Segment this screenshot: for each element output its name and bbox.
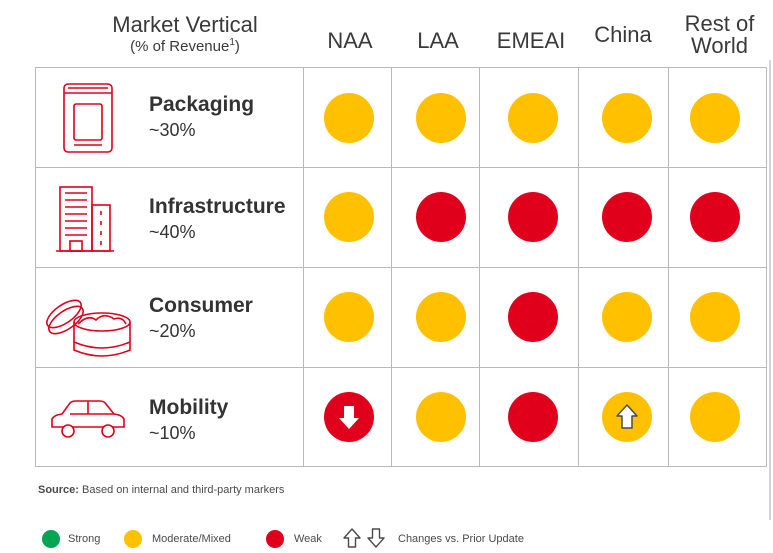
row-divider <box>35 367 767 368</box>
row-divider <box>35 167 767 168</box>
vertical-consumer: Consumer ~20% <box>149 294 253 342</box>
legend-weak-label: Weak <box>294 533 322 545</box>
rating-dot-consumer-laa <box>416 292 466 342</box>
row-divider <box>35 267 767 268</box>
vertical-name: Consumer <box>149 294 253 317</box>
column-divider <box>303 67 304 467</box>
rating-dot-infrastructure-emeai <box>508 192 558 242</box>
table-border <box>35 67 36 467</box>
header-market-vertical: Market Vertical (% of Revenue1) <box>60 14 310 56</box>
arrow-down-icon <box>339 406 359 429</box>
rating-dot-consumer-naa <box>324 292 374 342</box>
vertical-revenue-share: ~30% <box>149 120 196 140</box>
vertical-revenue-share: ~10% <box>149 423 196 443</box>
rating-dot-consumer-rest-of-world <box>690 292 740 342</box>
vertical-revenue-share: ~40% <box>149 222 196 242</box>
cosmetic-jar-icon <box>46 299 131 357</box>
market-vertical-title: Market Vertical <box>112 12 258 37</box>
packaging-pouch-icon <box>63 83 113 153</box>
header-emeai: EMEAI <box>496 28 566 53</box>
source-note: Source: Based on internal and third-part… <box>38 484 284 496</box>
vertical-name: Infrastructure <box>149 195 286 218</box>
rating-dot-consumer-china <box>602 292 652 342</box>
column-divider <box>391 67 392 467</box>
table-border <box>766 67 767 467</box>
vertical-region-table <box>35 67 767 467</box>
rating-dot-mobility-emeai <box>508 392 558 442</box>
table-border <box>35 67 767 68</box>
vertical-packaging: Packaging ~30% <box>149 93 254 141</box>
legend-weak-dot <box>266 530 284 548</box>
vertical-infrastructure: Infrastructure ~40% <box>149 195 286 243</box>
vertical-name: Mobility <box>149 396 229 419</box>
building-icon <box>56 186 114 252</box>
table-border <box>35 466 767 467</box>
rating-dot-infrastructure-naa <box>324 192 374 242</box>
rating-dot-infrastructure-china <box>602 192 652 242</box>
legend-strong-dot <box>42 530 60 548</box>
header-china: China <box>594 22 652 47</box>
rating-dot-packaging-laa <box>416 93 466 143</box>
rating-dot-packaging-china <box>602 93 652 143</box>
car-icon <box>51 400 125 438</box>
rating-dot-packaging-rest-of-world <box>690 93 740 143</box>
column-divider <box>578 67 579 467</box>
rating-dot-consumer-emeai <box>508 292 558 342</box>
source-label: Source: <box>38 484 79 496</box>
legend-moderate-label: Moderate/Mixed <box>152 533 231 545</box>
page-edge <box>769 60 771 520</box>
vertical-name: Packaging <box>149 93 255 116</box>
legend-moderate-dot <box>124 530 142 548</box>
vertical-mobility: Mobility ~10% <box>149 396 228 444</box>
column-divider <box>668 67 669 467</box>
column-divider <box>479 67 480 467</box>
rating-dot-mobility-laa <box>416 392 466 442</box>
rating-dot-mobility-naa <box>324 392 374 442</box>
rating-dot-packaging-emeai <box>508 93 558 143</box>
rating-dot-infrastructure-rest-of-world <box>690 192 740 242</box>
legend-strong-label: Strong <box>68 533 101 545</box>
vertical-revenue-share: ~20% <box>149 321 196 341</box>
source-text: Based on internal and third-party marker… <box>78 484 285 496</box>
rating-dot-packaging-naa <box>324 93 374 143</box>
header-laa: LAA <box>417 28 459 53</box>
arrow-down-icon <box>367 528 385 548</box>
rating-dot-mobility-rest-of-world <box>690 392 740 442</box>
legend-changes-label: Changes vs. Prior Update <box>398 533 524 545</box>
rating-dot-mobility-china <box>602 392 652 442</box>
arrow-up-icon <box>343 528 361 548</box>
arrow-up-icon <box>616 404 638 429</box>
header-naa: NAA <box>327 28 373 53</box>
header-rest-of-world: Rest of World <box>684 11 755 58</box>
rating-dot-infrastructure-laa <box>416 192 466 242</box>
revenue-subtitle: (% of Revenue1) <box>130 37 240 56</box>
